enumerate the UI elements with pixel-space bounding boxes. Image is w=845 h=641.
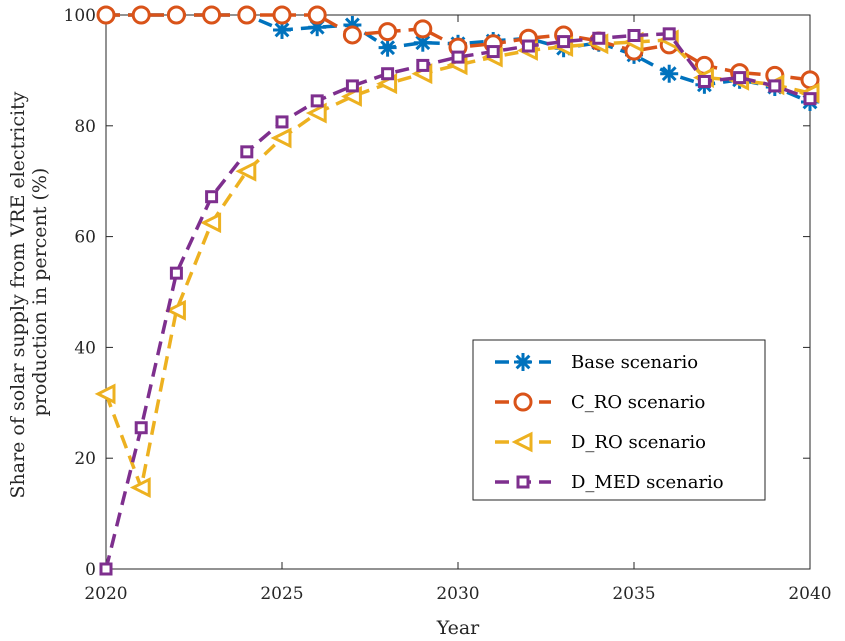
y-tick-label: 100	[64, 6, 96, 26]
data-point-d-med-scenario	[768, 79, 782, 93]
x-tick-label: 2020	[84, 584, 127, 604]
legend-entry-d-med-scenario: D_MED scenario	[495, 472, 724, 493]
data-point-d-med-scenario	[451, 50, 465, 64]
y-tick-label: 60	[74, 228, 96, 248]
series-c-ro-scenario	[96, 5, 820, 90]
data-point-d-med-scenario	[416, 58, 430, 72]
legend-entry-c-ro-scenario: C_RO scenario	[495, 392, 705, 413]
legend-label: C_RO scenario	[571, 392, 705, 413]
data-point-c-ro-scenario	[307, 5, 327, 25]
data-point-d-med-scenario	[627, 28, 641, 42]
data-point-d-med-scenario	[486, 45, 500, 59]
y-axis-label: Share of solar supply from VRE electrici…	[7, 85, 51, 498]
legend-label: Base scenario	[571, 352, 698, 373]
legend-marker	[513, 392, 533, 412]
data-point-d-med-scenario	[275, 115, 289, 129]
data-point-c-ro-scenario	[272, 5, 292, 25]
data-point-base-scenario	[413, 33, 432, 52]
data-point-d-ro-scenario	[341, 86, 362, 107]
y-axis-label-line-1: Share of solar supply from VRE electrici…	[7, 91, 29, 498]
series-line-d-med-scenario	[104, 32, 811, 570]
data-point-d-med-scenario	[134, 421, 148, 435]
y-tick-label: 40	[74, 338, 96, 358]
data-point-d-med-scenario	[381, 67, 395, 81]
data-point-d-med-scenario	[803, 92, 817, 106]
legend-label: D_MED scenario	[571, 472, 724, 493]
series-layer	[94, 5, 820, 576]
y-axis-label-line-2: production in percent (%)	[29, 168, 51, 417]
data-point-d-med-scenario	[205, 190, 219, 204]
legend: Base scenario C_RO scenario D_RO scenario D…	[472, 339, 766, 501]
data-point-d-ro-scenario	[270, 127, 292, 149]
x-tick-label: 2035	[612, 584, 655, 604]
x-tick-label: 2040	[788, 584, 831, 604]
y-tick-label: 0	[85, 560, 96, 580]
legend-marker	[516, 475, 530, 489]
legend-entry-d-ro-scenario: D_RO scenario	[495, 431, 706, 453]
data-point-d-med-scenario	[240, 145, 254, 159]
data-point-c-ro-scenario	[96, 5, 116, 25]
data-point-d-med-scenario	[733, 71, 747, 85]
legend-marker	[514, 353, 532, 371]
data-point-d-med-scenario	[557, 35, 571, 49]
legend-entry-base-scenario: Base scenario	[495, 352, 698, 373]
data-point-c-ro-scenario	[202, 5, 222, 25]
data-point-c-ro-scenario	[378, 22, 398, 42]
data-point-d-med-scenario	[310, 94, 324, 108]
data-point-d-med-scenario	[345, 79, 359, 93]
data-point-d-med-scenario	[697, 74, 711, 88]
data-point-d-ro-scenario	[305, 102, 327, 124]
data-point-d-med-scenario	[662, 27, 676, 41]
data-point-d-ro-scenario	[129, 477, 151, 498]
series-d-med-scenario	[99, 27, 817, 576]
data-point-c-ro-scenario	[342, 25, 362, 45]
data-point-d-ro-scenario	[235, 160, 257, 182]
data-point-d-med-scenario	[99, 562, 113, 576]
x-tick-label: 2030	[436, 584, 479, 604]
x-axis-label: Year	[436, 617, 480, 639]
data-point-d-ro-scenario	[165, 299, 186, 321]
data-point-c-ro-scenario	[413, 19, 433, 39]
y-tick-label: 20	[74, 449, 96, 469]
y-axis-ticks: 0 20 40 60 80 100	[64, 6, 810, 580]
y-tick-label: 80	[74, 117, 96, 137]
x-tick-label: 2025	[260, 584, 303, 604]
data-point-d-med-scenario	[592, 31, 606, 45]
data-point-c-ro-scenario	[237, 5, 257, 25]
data-point-base-scenario	[660, 64, 679, 83]
data-point-c-ro-scenario	[166, 5, 186, 25]
data-point-d-ro-scenario	[200, 212, 222, 234]
data-point-c-ro-scenario	[131, 5, 151, 25]
x-axis-ticks: 2020 2025 2030 2035 2040	[84, 15, 832, 604]
legend-label: D_RO scenario	[571, 432, 706, 453]
legend-marker	[511, 431, 533, 453]
data-point-base-scenario	[378, 38, 397, 57]
data-point-d-med-scenario	[169, 266, 183, 280]
data-point-d-ro-scenario	[94, 383, 116, 405]
data-point-d-med-scenario	[521, 39, 535, 53]
